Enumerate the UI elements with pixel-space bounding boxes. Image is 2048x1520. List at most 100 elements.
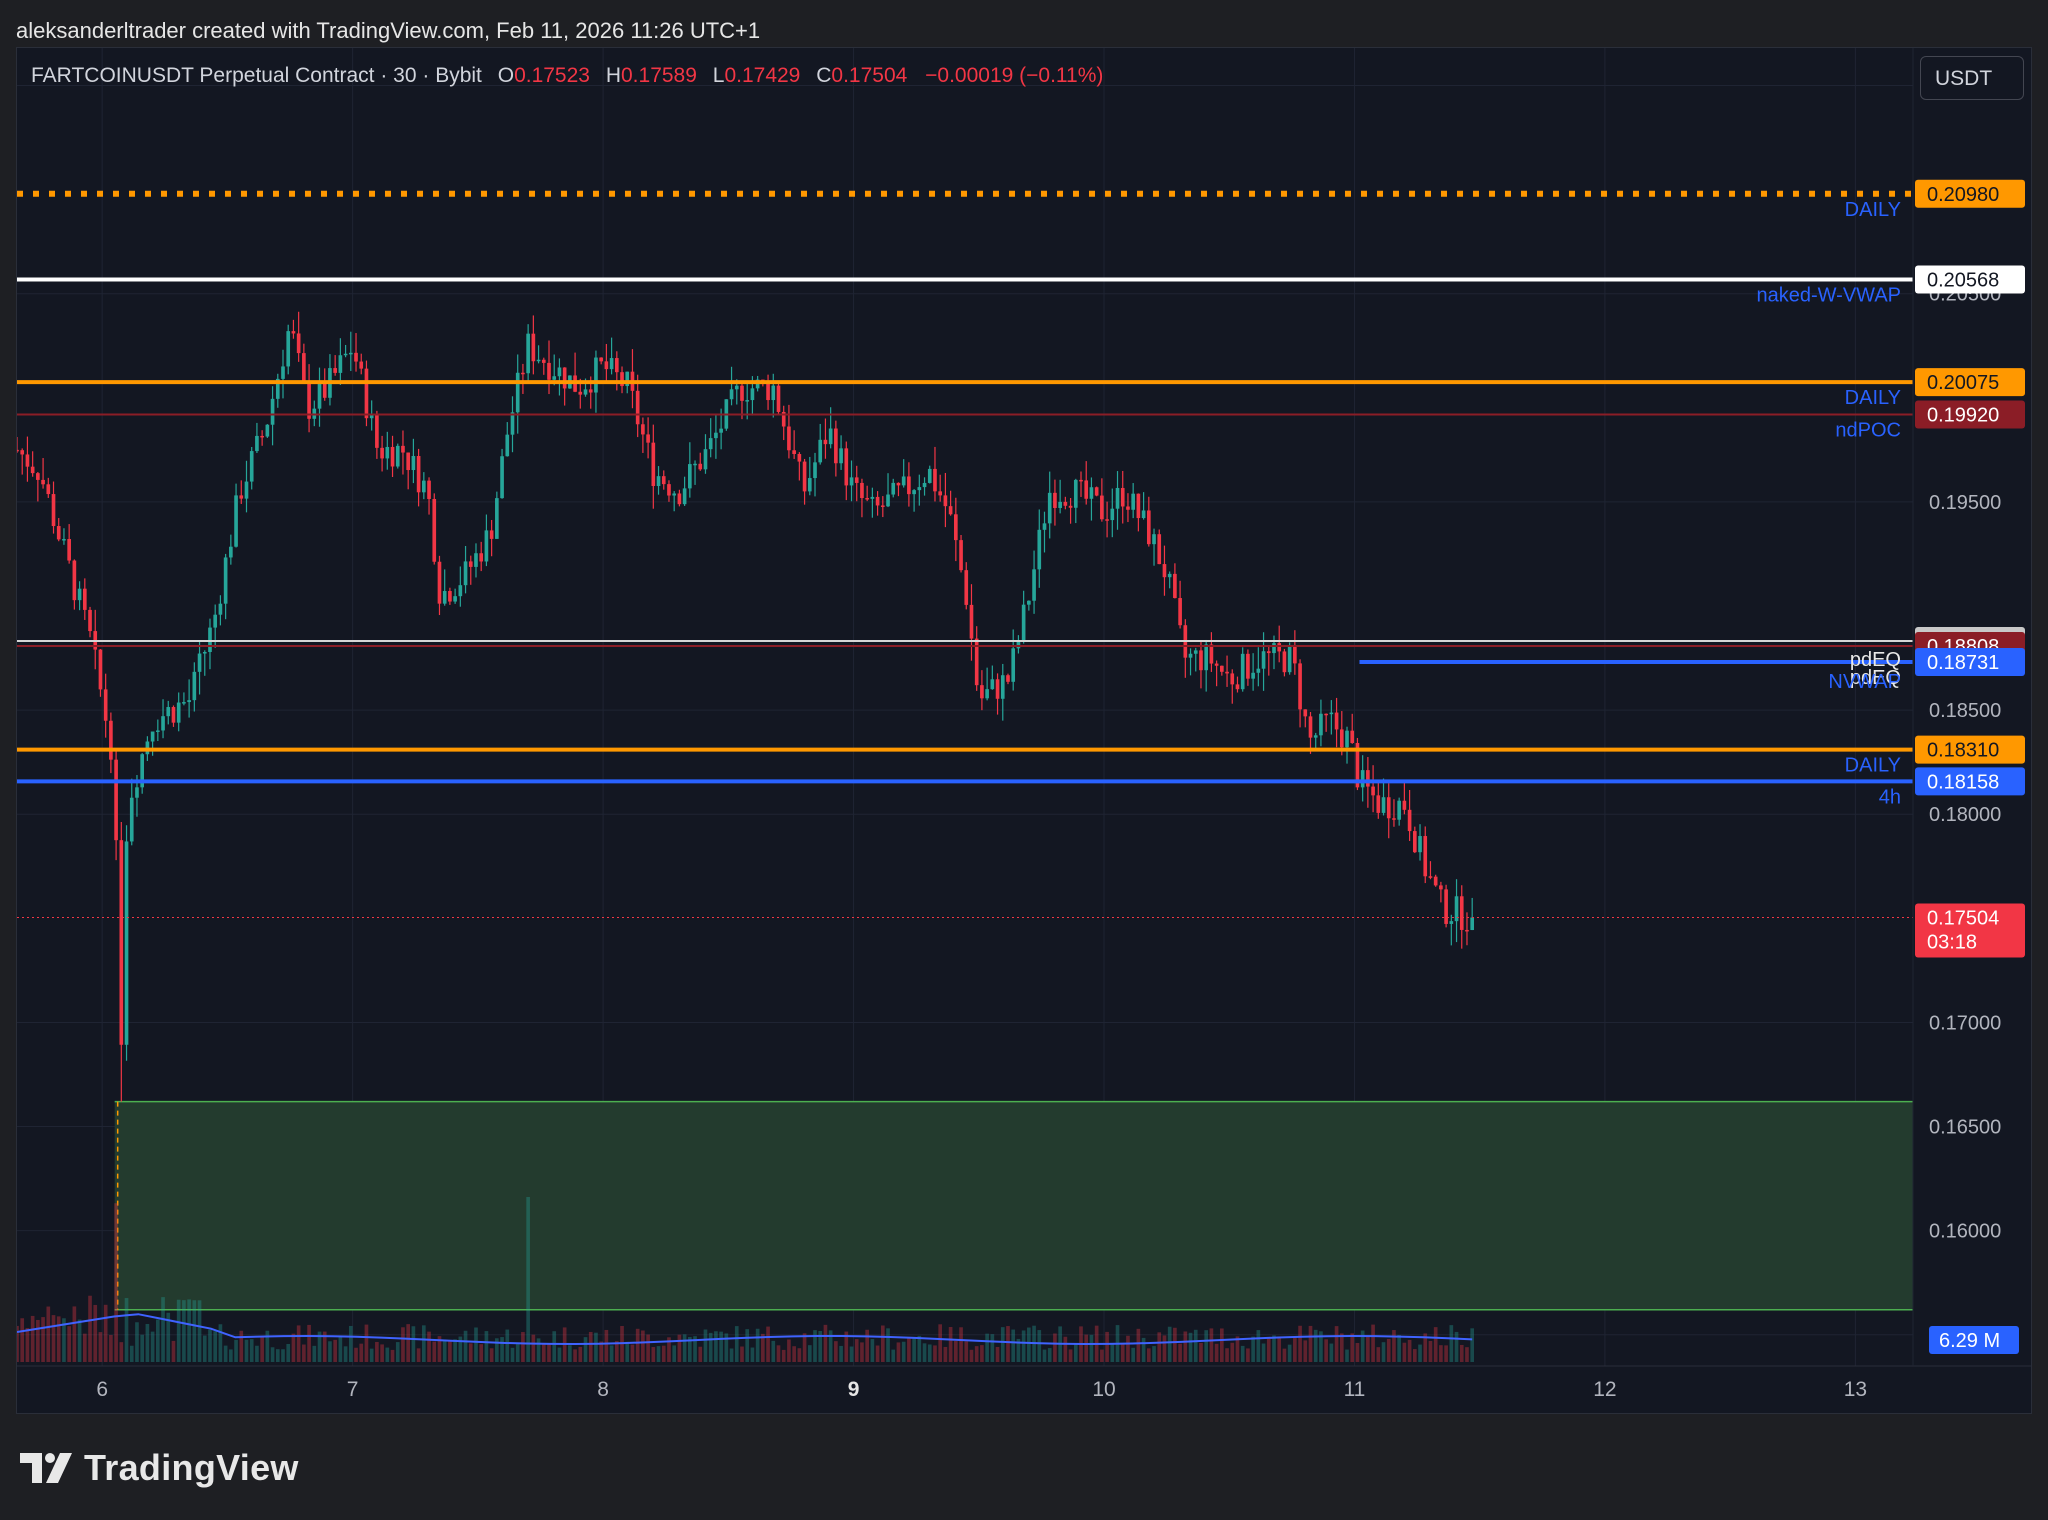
volume-bar — [500, 1337, 504, 1362]
volume-bar — [411, 1326, 416, 1362]
volume-bar — [771, 1340, 776, 1362]
volume-bar — [1246, 1348, 1250, 1362]
volume-bar — [625, 1341, 630, 1362]
volume-bar — [145, 1323, 150, 1362]
candle — [1235, 684, 1240, 690]
volume-bar — [860, 1342, 864, 1362]
candle — [98, 649, 103, 690]
volume-bar — [1209, 1328, 1214, 1362]
volume-bar — [1397, 1335, 1401, 1362]
tradingview-logo-icon — [20, 1453, 72, 1483]
candle — [703, 449, 708, 470]
candle — [489, 530, 494, 539]
candle — [922, 482, 927, 488]
chart-pane[interactable]: DAILY naked-W-VWAP DAILY ndPOC pdEQ pdEQ NVWAP… — [16, 47, 2032, 1414]
price-tag-text-0.19920: 0.19920 — [1927, 404, 1999, 426]
candle — [281, 366, 285, 379]
volume-bar — [823, 1324, 828, 1362]
volume-bar — [1120, 1344, 1125, 1362]
candle — [495, 498, 499, 539]
level-label-1: naked-W-VWAP — [1757, 285, 1901, 307]
candle — [562, 367, 567, 389]
volume-bar — [1131, 1347, 1135, 1362]
volume-bar — [1068, 1349, 1073, 1362]
volume-bar — [119, 1342, 124, 1362]
currency-button[interactable]: USDT — [1920, 56, 2024, 100]
candle — [437, 561, 442, 604]
candle — [202, 651, 207, 654]
candle — [161, 716, 165, 731]
volume-bar — [1235, 1336, 1240, 1362]
volume-bar — [1444, 1345, 1448, 1362]
candle — [635, 390, 640, 425]
volume-bar — [1293, 1336, 1297, 1362]
volume-bar — [218, 1324, 223, 1362]
candle — [1141, 510, 1146, 519]
volume-bar — [155, 1319, 160, 1362]
volume-bar — [1256, 1330, 1261, 1362]
candle — [1329, 712, 1334, 715]
volume-bar — [1214, 1343, 1219, 1362]
x-tick-label-5: 11 — [1344, 1378, 1366, 1401]
legend-low-label: L — [712, 64, 725, 87]
price-chart[interactable]: DAILY naked-W-VWAP DAILY ndPOC pdEQpdEQNVWAP… — [17, 48, 2031, 1413]
volume-bar — [521, 1332, 525, 1362]
volume-bar — [448, 1341, 452, 1362]
volume-bar — [1089, 1334, 1094, 1362]
candle — [1397, 800, 1401, 820]
candle — [672, 493, 677, 496]
candle — [197, 653, 202, 672]
volume-bar — [672, 1345, 677, 1362]
volume-bar — [959, 1327, 963, 1362]
candle — [333, 368, 337, 373]
volume-bar — [922, 1343, 927, 1362]
candle — [1277, 643, 1282, 652]
volume-bar — [495, 1338, 499, 1362]
volume-bar — [291, 1333, 296, 1362]
x-tick-label-0: 6 — [96, 1378, 108, 1401]
candle — [265, 424, 270, 437]
candle — [1308, 716, 1313, 738]
candle — [62, 539, 66, 541]
candle — [176, 702, 181, 723]
volume-bar — [641, 1330, 645, 1362]
candle — [1058, 501, 1062, 508]
volume-bar — [948, 1327, 953, 1362]
volume-bar — [938, 1324, 943, 1362]
candle — [1053, 492, 1057, 508]
candle — [463, 561, 468, 586]
volume-bar — [1178, 1343, 1182, 1362]
volume-bar — [275, 1349, 280, 1362]
volume-bar — [844, 1331, 849, 1362]
volume-bar — [1162, 1335, 1167, 1362]
candle — [135, 787, 139, 798]
candle — [865, 498, 869, 500]
volume-bar — [505, 1329, 510, 1362]
volume-bar — [661, 1345, 666, 1362]
level-label-6: pdEQ — [1850, 667, 1901, 689]
candle — [792, 450, 796, 455]
volume-bar — [568, 1345, 572, 1362]
volume-bar — [807, 1345, 812, 1362]
volume-bar — [213, 1331, 218, 1362]
volume-bar — [1272, 1335, 1276, 1362]
candle — [688, 464, 692, 489]
volume-bar — [1339, 1333, 1344, 1362]
candle — [82, 588, 87, 610]
volume-bar — [171, 1340, 176, 1362]
volume-bar — [1266, 1337, 1271, 1362]
candle — [1418, 836, 1422, 853]
legend-change: −0.00019 (−0.11%) — [925, 64, 1104, 87]
candle — [677, 493, 682, 505]
candle — [88, 609, 92, 632]
volume-bar — [1199, 1342, 1203, 1362]
candle — [249, 451, 254, 482]
volume-bar — [1193, 1329, 1198, 1362]
legend-open-value: 0.17523 — [514, 64, 590, 87]
candle — [1465, 929, 1469, 932]
volume-bar — [1465, 1347, 1469, 1362]
volume-bar — [129, 1345, 134, 1362]
level-label-3: ndPOC — [1835, 419, 1901, 441]
volume-bar — [385, 1347, 390, 1362]
price-tag-0.18310 — [1915, 735, 2025, 764]
